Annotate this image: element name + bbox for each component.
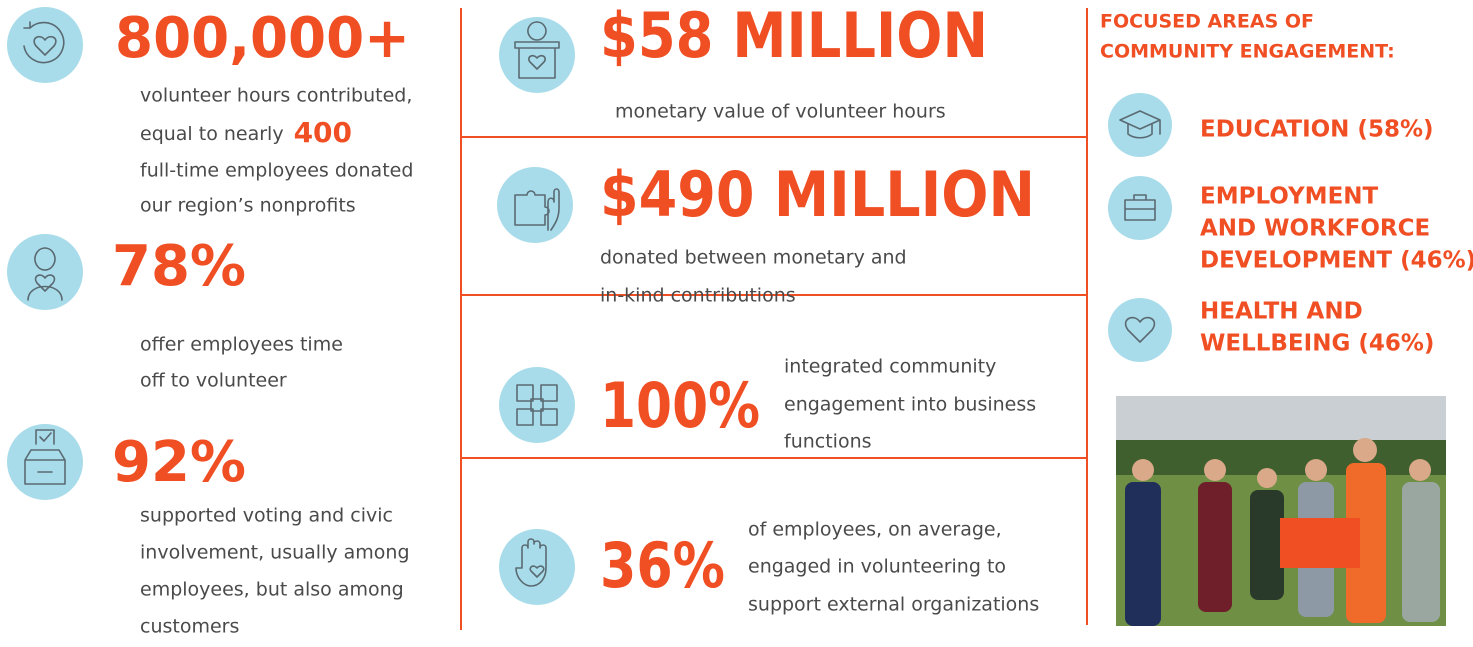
area-employment: EMPLOYMENT AND WORKFORCE DEVELOPMENT (46… — [1108, 176, 1473, 274]
stat-text: employees, but also among — [140, 579, 404, 601]
stat-value: 100% — [600, 369, 760, 442]
stat-value: 92% — [112, 430, 246, 495]
area-label: EDUCATION (58%) — [1200, 117, 1434, 143]
icon-glyph — [1124, 194, 1156, 221]
stat-text: customers — [140, 616, 239, 638]
photo-shape — [1204, 459, 1226, 481]
stat-text: of employees, on average, — [748, 519, 1002, 541]
icon-glyph — [27, 247, 63, 301]
icon — [1108, 298, 1172, 362]
photo-shape — [1132, 459, 1154, 481]
stat-text: functions — [784, 431, 872, 453]
photo-shape — [1346, 463, 1386, 623]
icon-glyph — [515, 538, 547, 587]
icon-glyph — [23, 21, 65, 64]
icon-glyph — [24, 429, 66, 485]
section-title: COMMUNITY ENGAGEMENT: — [1100, 41, 1395, 63]
photo-shape — [1280, 518, 1360, 568]
area-label: AND WORKFORCE — [1200, 216, 1430, 242]
stat-time-off: 78% offer employees time off to voluntee… — [7, 234, 343, 392]
stat-text: engagement into business — [784, 394, 1036, 416]
area-label: EMPLOYMENT — [1200, 184, 1379, 210]
photo-shape — [1257, 468, 1277, 488]
area-label: DEVELOPMENT (46%) — [1200, 248, 1473, 274]
stat-highlight: 400 — [294, 116, 352, 149]
stat-value: $58 MILLION — [600, 0, 988, 72]
section-title: FOCUSED AREAS OF — [1100, 11, 1314, 33]
icon — [1108, 93, 1172, 157]
stat-text: offer employees time — [140, 334, 343, 356]
icon — [1108, 176, 1172, 240]
photo-shape — [1250, 490, 1284, 600]
stat-value: $490 MILLION — [600, 158, 1035, 231]
stat-text: monetary value of volunteer hours — [615, 101, 946, 123]
stat-text: in-kind contributions — [600, 285, 796, 307]
stat-text: donated between monetary and — [600, 247, 907, 269]
photo-shape — [1125, 482, 1161, 626]
stat-text: off to volunteer — [140, 370, 287, 392]
icon-glyph — [514, 21, 560, 79]
stat-donated: $490 MILLION donated between monetary an… — [497, 158, 1035, 307]
stat-text: volunteer hours contributed, — [140, 85, 412, 107]
stat-text: our region’s nonprofits — [140, 195, 356, 217]
stat-monetary: $58 MILLION monetary value of volunteer … — [499, 0, 988, 123]
icon — [7, 7, 83, 83]
photo-people — [1125, 438, 1440, 626]
photo — [1116, 396, 1446, 626]
icon — [499, 17, 575, 93]
stat-integrated: 100% integrated community engagement int… — [499, 356, 1036, 453]
photo-shape — [1409, 459, 1431, 481]
stat-value: 36% — [600, 529, 725, 602]
photo-trees — [1116, 440, 1446, 480]
icon-glyph — [1119, 110, 1161, 139]
stat-value: 800,000+ — [115, 6, 410, 71]
stat-text: full-time employees donated — [140, 160, 413, 182]
stat-voting: 92% supported voting and civic involveme… — [7, 424, 410, 638]
stat-value: 78% — [112, 234, 246, 299]
icon — [7, 234, 83, 310]
stat-text: equal to nearly — [140, 123, 284, 145]
photo-shape — [1198, 482, 1232, 612]
area-education: EDUCATION (58%) — [1108, 93, 1434, 157]
area-health: HEALTH AND WELLBEING (46%) — [1108, 298, 1434, 362]
stat-text: engaged in volunteering to — [748, 556, 1006, 578]
photo-shape — [1402, 482, 1440, 622]
area-label: WELLBEING (46%) — [1200, 331, 1434, 357]
area-label: HEALTH AND — [1200, 299, 1363, 325]
icon-glyph — [1124, 316, 1156, 343]
stat-text: supported voting and civic — [140, 505, 393, 527]
icon-glyph — [514, 188, 560, 231]
photo-shape — [1353, 438, 1377, 462]
stat-hours: 800,000+ volunteer hours contributed, eq… — [7, 6, 413, 217]
stat-text: involvement, usually among — [140, 542, 410, 564]
icon — [499, 367, 575, 443]
icon — [497, 167, 573, 243]
stat-text: support external organizations — [748, 594, 1039, 616]
stat-text: integrated community — [784, 356, 996, 378]
icon — [7, 424, 83, 500]
icon-glyph — [516, 384, 558, 426]
stat-text: equal to nearly 400 — [140, 116, 352, 149]
stat-employees: 36% of employees, on average, engaged in… — [499, 519, 1039, 616]
photo-shape — [1305, 459, 1327, 481]
